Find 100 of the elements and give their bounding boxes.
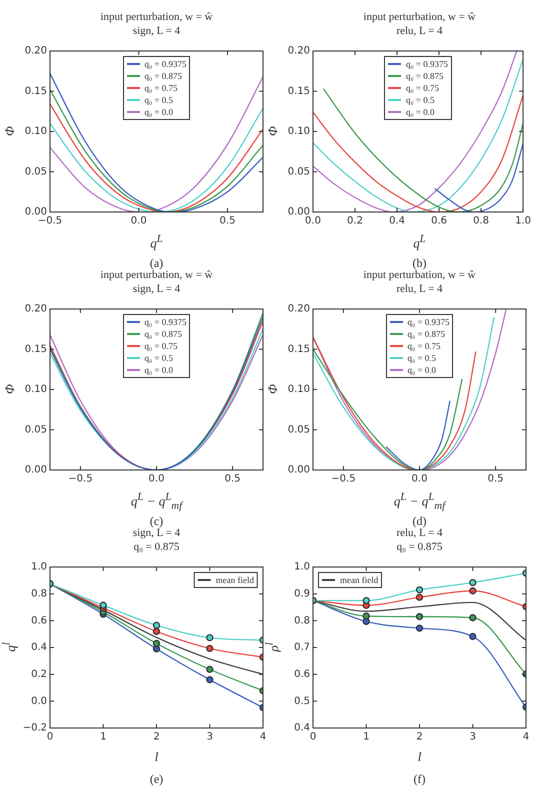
x-tick-label: 0.0 [130, 216, 147, 227]
y-axis-title: Φ [2, 126, 18, 136]
line-series [434, 142, 524, 212]
y-tick-label: 0.10 [24, 384, 47, 396]
chart-title: sign, L = 4 [132, 527, 180, 540]
legend-label: q₀ = 0.75 [144, 83, 178, 93]
legend-label: q₀ = 0.875 [144, 71, 182, 81]
chart-subtitle: sign, L = 4 [132, 282, 182, 296]
x-tick-label: 1.0 [515, 216, 531, 227]
point [416, 624, 424, 632]
line-series [385, 400, 451, 470]
x-tick-label: 2 [416, 732, 423, 743]
y-tick-label: 0.00 [24, 464, 47, 476]
point [152, 622, 160, 629]
x-tick-label: 2 [153, 732, 160, 743]
y-tick-label: 0.8 [31, 588, 47, 600]
chart-subtitle: sign, L = 4 [132, 24, 182, 38]
point [152, 628, 160, 635]
y-tick-label: 0.20 [288, 304, 310, 315]
legend-label: mean field [216, 575, 254, 585]
chart-subtitle: relu, L = 4 [395, 24, 444, 38]
legend-label: q₀ = 0.0 [408, 365, 436, 375]
y-tick-label: 0.6 [294, 668, 310, 680]
legend-label: q₀ = 0.875 [406, 71, 444, 81]
x-axis-title: q$^{L}$ [150, 233, 163, 252]
y-tick-label: 0.00 [24, 206, 47, 218]
x-tick-label: −0.5 [38, 216, 62, 227]
x-tick-label: 0.5 [224, 474, 241, 485]
x-tick-label: 0.0 [412, 474, 428, 485]
legend-label: q₀ = 0.75 [408, 341, 440, 351]
legend-label: q₀ = 0.5 [408, 353, 436, 363]
chart-title: input perturbation, w = ŵ [363, 269, 476, 282]
point [100, 602, 107, 609]
x-tick-label: 4 [260, 732, 266, 743]
text: (a) [150, 256, 164, 270]
point [416, 594, 424, 601]
y-tick-label: 0.7 [294, 642, 310, 654]
y-tick-label: 0.2 [31, 668, 47, 680]
legend-label: q₀ = 0.5 [144, 353, 173, 363]
x-tick-label: 0.0 [148, 474, 164, 485]
y-tick-label: 0.05 [24, 424, 47, 436]
point [206, 634, 214, 642]
y-tick-label: 0.0 [31, 696, 47, 707]
point [469, 614, 476, 622]
y-tick-label: 1.0 [294, 562, 310, 573]
x-tick-label: 0 [310, 732, 316, 743]
legend-label: q₀ = 0.5 [144, 95, 173, 105]
text: (d) [412, 514, 426, 528]
chart-subtitle: q₀ = 0.875 [396, 540, 443, 554]
point [206, 644, 214, 652]
y-tick-label: 0.05 [24, 166, 47, 178]
y-tick-label: 0.4 [294, 722, 310, 734]
y-tick-label: 1.0 [31, 562, 47, 573]
point [206, 666, 214, 673]
point [469, 578, 476, 586]
x-tick-label: 0.5 [488, 474, 504, 485]
point [469, 632, 476, 640]
chart-title: input perturbation, w = ŵ [363, 10, 476, 24]
legend-label: q₀ = 0.0 [406, 107, 434, 117]
legend-label: q₀ = 0.0 [144, 365, 173, 375]
y-tick-label: 0.20 [288, 46, 310, 57]
x-tick-label: 0.0 [305, 216, 321, 227]
y-axis-title: Φ [264, 126, 281, 136]
y-axis-title: Φ [2, 384, 18, 394]
legend-label: q₀ = 0.0 [144, 107, 173, 117]
y-tick-label: 0.9 [294, 588, 310, 600]
text: (f) [414, 772, 426, 787]
y-tick-label: −0.2 [22, 722, 47, 734]
x-axis-title: l [418, 749, 422, 765]
chart-subtitle: relu, L = 4 [395, 282, 444, 296]
legend-label: q₀ = 0.9375 [406, 59, 448, 69]
y-tick-label: 0.05 [288, 424, 310, 436]
y-tick-label: 0.20 [24, 304, 47, 315]
legend-label: q₀ = 0.9375 [408, 317, 450, 327]
y-tick-label: 0.6 [31, 615, 47, 626]
x-axis-title: q$^{L}$ [413, 233, 426, 252]
x-tick-label: 3 [206, 732, 213, 743]
point [416, 586, 424, 594]
y-tick-label: 0.00 [288, 464, 310, 476]
x-tick-label: 0.2 [347, 216, 363, 227]
x-tick-label: 0.5 [220, 216, 236, 227]
y-tick-label: 0.10 [288, 126, 310, 138]
x-tick-label: −0.5 [68, 474, 93, 485]
y-tick-label: 0.10 [288, 384, 310, 396]
y-tick-label: 0.15 [24, 86, 47, 97]
y-tick-label: 0.05 [288, 166, 310, 178]
chart-title: relu, L = 4 [396, 527, 443, 540]
point [416, 613, 424, 620]
y-tick-label: 0.15 [288, 86, 310, 97]
y-axis-title: Φ [264, 384, 281, 394]
legend-label: q₀ = 0.75 [406, 83, 439, 93]
legend-label: mean field [340, 575, 378, 585]
y-tick-label: 0.20 [24, 46, 47, 57]
point [206, 676, 214, 684]
x-tick-label: −0.5 [331, 474, 356, 485]
x-tick-label: 1 [100, 732, 106, 743]
x-tick-label: 0.8 [473, 216, 489, 227]
chart-title: input perturbation, w = ŵ [100, 10, 213, 24]
chart-title: input perturbation, w = ŵ [100, 269, 213, 282]
y-tick-label: 0.10 [24, 126, 47, 138]
